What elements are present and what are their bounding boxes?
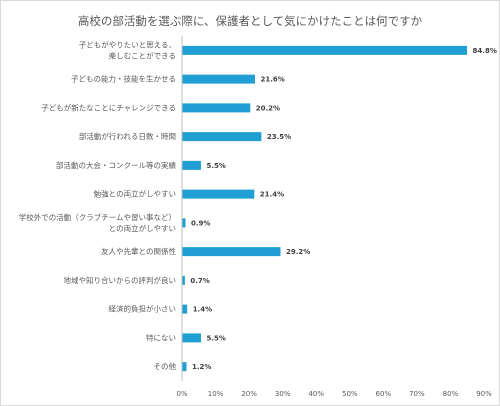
value-label: 0.7%: [190, 277, 209, 285]
category-label: 子どもが新たなことにチャレンジできる: [41, 102, 176, 112]
value-label: 5.5%: [206, 162, 225, 170]
bar: [182, 189, 255, 199]
category-label: 地域や知り合いからの評判が良い: [64, 275, 177, 285]
value-label: 21.6%: [260, 76, 284, 84]
category-label: 勉強との両立がしやすい: [94, 189, 176, 199]
bar: [182, 247, 281, 257]
category-label: 部活動の大会・コンクール等の実績: [56, 160, 176, 170]
x-tick-label: 50%: [342, 390, 358, 398]
value-label: 23.5%: [267, 133, 291, 141]
category-label: 部活動が行われる日数・時間: [79, 131, 176, 141]
bar: [182, 45, 468, 55]
bar: [182, 132, 262, 142]
x-tick-label: 10%: [208, 390, 224, 398]
x-tick-label: 40%: [308, 390, 324, 398]
category-label: その他: [154, 361, 177, 371]
value-label: 20.2%: [256, 104, 280, 112]
chart-title: 高校の部活動を選ぶ際に、保護者として気にかけたことは何ですか: [77, 14, 423, 28]
bar: [182, 218, 186, 228]
x-tick-label: 90%: [476, 390, 492, 398]
x-tick-label: 70%: [409, 390, 425, 398]
x-tick-label: 30%: [275, 390, 291, 398]
category-label: 友人や先輩との関係性: [101, 246, 176, 256]
bar: [182, 160, 201, 170]
x-tick-label: 20%: [241, 390, 257, 398]
bar: [182, 74, 255, 84]
x-tick-label: 80%: [443, 390, 459, 398]
value-label: 0.9%: [191, 219, 210, 227]
category-label: 子どもがやりたいと思える、楽しむことができる: [79, 39, 176, 60]
value-label: 29.2%: [286, 248, 310, 256]
value-label: 1.4%: [193, 306, 212, 314]
category-label: 学校外での活動（クラブチームや習い事など）との両立がしやすい: [19, 212, 176, 233]
value-label: 21.4%: [260, 191, 284, 199]
value-label: 1.2%: [192, 363, 211, 371]
bar: [182, 304, 188, 314]
value-label: 5.5%: [206, 334, 225, 342]
bar: [182, 362, 187, 372]
bar: [182, 333, 201, 343]
x-tick-label: 60%: [376, 390, 392, 398]
bar: [182, 103, 251, 113]
category-label: 経済的負担が小さい: [109, 304, 177, 314]
x-tick-label: 0%: [176, 390, 187, 398]
bar: [182, 275, 185, 285]
value-label: 84.8%: [473, 47, 497, 55]
category-label: 特にない: [146, 332, 176, 342]
category-label: 子どもの能力・技能を生かせる: [71, 74, 176, 84]
